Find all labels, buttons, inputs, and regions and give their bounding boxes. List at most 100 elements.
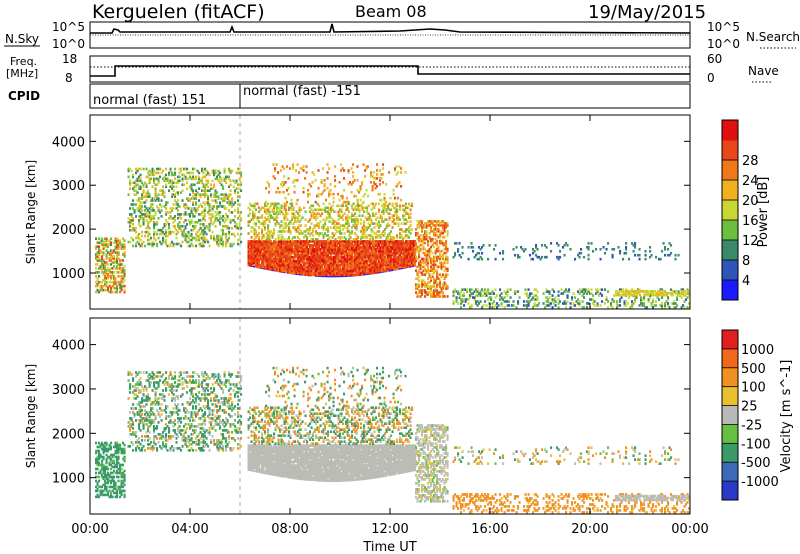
power-cell [437,273,440,277]
power-cell [273,246,276,249]
power-cell [286,218,289,221]
power-cell [322,244,325,247]
power-cell [421,285,424,288]
power-cell [280,183,283,186]
power-cell [280,206,283,210]
power-cell [354,255,357,259]
power-cell [279,249,282,253]
power-cell [324,267,327,271]
power-cell [202,193,205,196]
power-cell [454,242,457,245]
power-cell [222,230,225,234]
power-cell [168,230,171,234]
power-cell [324,206,327,210]
power-cell [352,240,355,243]
power-cell [361,244,364,247]
power-cell [111,267,114,270]
power-cell [318,249,321,253]
power-cell [334,246,337,249]
power-cell [378,226,381,229]
power-cell [331,275,334,279]
power-cell [151,197,154,200]
power-cell [422,233,425,237]
power-cell [336,273,339,277]
power-cell [318,240,321,243]
power-cell [255,259,258,263]
power-cell [231,205,234,208]
power-cell [394,259,397,263]
power-cell [427,243,430,247]
power-cell [375,255,378,259]
power-cell [387,255,390,259]
power-cell [396,261,399,265]
power-cell [355,244,358,247]
power-cell [373,183,376,186]
power-cell [205,201,208,204]
power-cell [331,269,334,273]
power-cell [294,244,297,247]
power-cell [376,255,379,259]
power-cell [130,220,133,224]
power-cell [267,208,270,212]
power-cell [391,216,394,219]
power-cell [274,218,277,221]
power-cell [397,259,400,263]
power-cell [255,232,258,235]
power-cell [412,240,415,243]
power-cell [574,257,577,261]
power-cell [175,236,178,240]
power-cell [379,269,382,273]
power-cell [198,193,201,196]
power-cell [354,259,357,263]
power-cell [322,246,325,249]
power-cell [279,253,282,257]
power-cell [204,185,207,189]
power-cell [347,171,350,174]
power-cell [201,193,204,196]
power-cell [139,201,142,204]
power-cell [195,175,198,179]
power-cell [133,226,136,230]
power-cell [325,271,328,275]
power-cell [328,212,331,216]
power-cell [252,226,255,229]
power-cell [312,238,315,241]
power-cell [310,222,313,225]
power-cell [424,261,427,265]
power-cell [412,244,415,247]
power-cell [382,206,385,210]
power-cell [418,279,421,282]
power-cell [336,244,339,247]
power-cell [352,267,355,271]
power-cell [306,253,309,257]
power-cell [136,199,139,202]
power-cell [229,169,232,173]
power-cell [253,261,256,265]
power-cell [361,263,364,267]
power-cell [288,247,291,251]
power-cell [297,247,300,251]
power-cell [475,253,478,257]
power-cell [171,183,174,187]
power-cell [424,285,427,288]
power-cell [138,207,141,210]
power-cell [252,240,255,243]
power-cell [172,242,175,246]
power-cell [198,199,201,202]
power-cell [288,251,291,255]
power-cell [141,242,144,246]
power-cell [295,253,298,257]
power-cell [355,224,358,227]
power-cell [380,177,383,180]
power-cell [538,255,541,259]
power-cell [108,251,111,254]
power-cell [122,271,125,274]
power-cell [294,226,297,229]
power-cell [433,255,436,259]
power-cell [156,205,159,208]
power-cell [363,232,366,235]
power-cell [352,259,355,263]
power-cell [98,237,101,241]
power-cell [271,247,274,251]
power-cell [177,181,180,185]
